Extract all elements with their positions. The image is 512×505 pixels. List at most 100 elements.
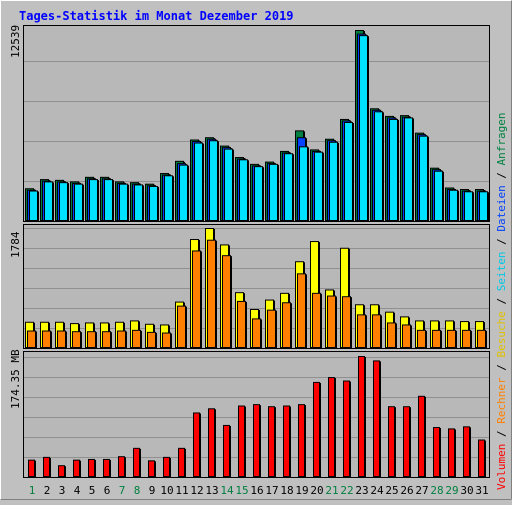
- x-tick-label: 15: [235, 484, 248, 497]
- legend-rechner: Rechner: [495, 377, 508, 424]
- bar-seiten-23: [359, 35, 368, 222]
- bar-seiten-11: [179, 164, 188, 222]
- bar-rechner-11: [177, 305, 186, 349]
- bar-volumen-9: [148, 460, 155, 477]
- bar-seiten-27: [419, 135, 428, 221]
- x-tick-label: 19: [295, 484, 308, 497]
- bar-volumen-8: [133, 447, 140, 478]
- bar-seiten-7: [119, 183, 128, 221]
- legend-anfragen: Anfragen: [495, 112, 508, 165]
- panel-1-ymax-label: 12539: [9, 25, 22, 58]
- bar-rechner-4: [72, 331, 81, 349]
- bar-volumen-10: [163, 456, 170, 477]
- x-tick-label: 14: [220, 484, 234, 497]
- bar-volumen-24: [373, 360, 380, 478]
- bar-rechner-22: [342, 296, 351, 348]
- bar-rechner-30: [462, 329, 471, 348]
- bar-seiten-29: [449, 189, 458, 221]
- bar-rechner-20: [312, 292, 321, 348]
- x-tick-label: 24: [370, 484, 384, 497]
- bar-rechner-10: [162, 332, 171, 348]
- x-tick-label: 13: [205, 484, 218, 497]
- bar-volumen-22: [343, 380, 350, 477]
- legend-besuche: Besuche: [495, 311, 508, 357]
- x-tick-label: 10: [160, 484, 173, 497]
- bar-seiten-12: [194, 142, 203, 221]
- bar-seiten-1: [29, 190, 38, 221]
- bar-volumen-29: [448, 428, 455, 477]
- bar-rechner-14: [222, 255, 231, 348]
- bar-seiten-26: [404, 117, 413, 221]
- bar-volumen-7: [118, 456, 125, 477]
- bar-seiten-5: [89, 179, 98, 221]
- x-tick-label: 18: [280, 484, 293, 497]
- bar-rechner-3: [57, 330, 66, 348]
- bar-volumen-17: [268, 406, 275, 478]
- x-tick-label: 31: [475, 484, 488, 497]
- bar-seiten-16: [254, 166, 263, 221]
- bar-rechner-5: [87, 331, 96, 349]
- x-tick-label: 20: [310, 484, 323, 497]
- bar-seiten-31: [479, 191, 488, 222]
- bar-volumen-1: [28, 459, 35, 477]
- x-tick-label: 23: [355, 484, 368, 497]
- x-tick-label: 22: [340, 484, 353, 497]
- bar-rechner-18: [282, 302, 291, 349]
- bar-rechner-1: [27, 330, 36, 348]
- bar-rechner-8: [132, 329, 141, 348]
- bar-rechner-19: [297, 273, 306, 349]
- x-tick-label: 8: [134, 484, 141, 497]
- x-tick-label: 1: [29, 484, 36, 497]
- bar-volumen-27: [418, 395, 425, 478]
- chart-title: Tages-Statistik im Monat Dezember 2019: [19, 9, 294, 23]
- panel-3-ymax-label: 174.35 MB: [9, 349, 22, 409]
- bar-rechner-15: [237, 300, 246, 348]
- bar-volumen-15: [238, 405, 245, 478]
- bar-seiten-19: [299, 146, 308, 221]
- x-tick-label: 6: [104, 484, 111, 497]
- bar-volumen-5: [88, 458, 95, 478]
- bar-volumen-25: [388, 406, 395, 478]
- bar-rechner-29: [447, 329, 456, 348]
- bar-seiten-28: [434, 170, 443, 221]
- bar-seiten-20: [314, 151, 323, 222]
- x-tick-label: 3: [59, 484, 66, 497]
- x-tick-label: 2: [44, 484, 51, 497]
- x-tick-label: 4: [74, 484, 81, 497]
- bar-volumen-6: [103, 458, 110, 478]
- x-tick-label: 25: [385, 484, 398, 497]
- bar-rechner-23: [357, 314, 366, 348]
- x-tick-label: 16: [250, 484, 263, 497]
- bar-seiten-2: [44, 181, 53, 222]
- x-tick-label: 11: [175, 484, 188, 497]
- x-tick-label: 17: [265, 484, 278, 497]
- bar-rechner-9: [147, 331, 156, 349]
- bar-seiten-30: [464, 191, 473, 222]
- bar-volumen-18: [283, 405, 290, 478]
- x-tick-label: 21: [325, 484, 338, 497]
- bar-seiten-17: [269, 163, 278, 221]
- bar-volumen-30: [463, 426, 470, 477]
- bar-rechner-31: [477, 329, 486, 348]
- bar-seiten-13: [209, 140, 218, 221]
- x-axis-labels: 1 2 3 4 5 6 7 8 9 10 11 12 13 14 15 16 17 18 19 20 21 22 23 24 2…: [29, 484, 489, 497]
- bar-volumen-14: [223, 424, 230, 477]
- bar-seiten-8: [134, 184, 143, 221]
- x-tick-label: 27: [415, 484, 428, 497]
- bar-volumen-26: [403, 406, 410, 478]
- bar-rechner-2: [42, 330, 51, 348]
- bar-rechner-27: [417, 329, 426, 348]
- legend: Volumen / Rechner / Besuche / Seiten / D…: [495, 112, 508, 490]
- bar-seiten-15: [239, 159, 248, 221]
- bar-rechner-21: [327, 295, 336, 348]
- bar-volumen-19: [298, 404, 305, 477]
- x-tick-label: 26: [400, 484, 413, 497]
- bar-volumen-21: [328, 377, 335, 477]
- bar-rechner-17: [267, 309, 276, 348]
- bar-seiten-6: [104, 179, 113, 221]
- bar-volumen-4: [73, 459, 80, 477]
- bar-seiten-22: [344, 121, 353, 221]
- bar-volumen-3: [58, 465, 65, 478]
